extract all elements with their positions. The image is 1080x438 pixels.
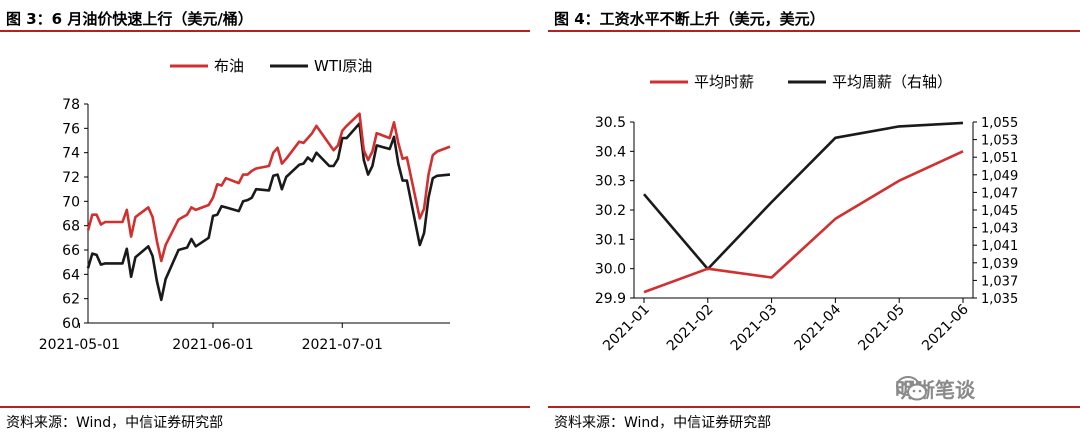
y-tick-label: 60 — [62, 316, 80, 332]
x-tick-label: 2021-04 — [792, 301, 845, 354]
legend-label-hourly: 平均时薪 — [694, 73, 754, 91]
wechat-icon — [896, 376, 927, 401]
series-line-brent — [86, 112, 451, 263]
y-tick-label: 66 — [62, 243, 80, 259]
y-tick-label-right: 1,051 — [981, 151, 1018, 166]
y-tick-label-left: 30.1 — [595, 232, 626, 248]
x-tick-label: 2021-07-01 — [302, 337, 383, 353]
legend-label-brent: 布油 — [214, 57, 244, 75]
right-title-rule — [548, 30, 1080, 32]
y-tick-label-right: 1,039 — [981, 257, 1018, 272]
right-figure-panel: 图 4：工资水平不断上升（美元，美元） 29.9 30.0 30.1 30.2 30.3… — [548, 0, 1080, 438]
y-tick-label-right: 1,035 — [981, 292, 1018, 307]
x-tick-label: 2021-05-01 — [39, 337, 120, 353]
y-tick-label-left: 30.0 — [595, 262, 626, 278]
y-tick-label-right: 1,037 — [981, 274, 1018, 289]
y-tick-label-left: 29.9 — [595, 291, 626, 307]
series-line-wti — [86, 122, 451, 302]
right-figure-title: 图 4：工资水平不断上升（美元，美元） — [554, 10, 825, 28]
y-tick-label: 72 — [62, 170, 80, 186]
left-figure-panel: 图 3：6 月油价快速上行（美元/桶） 60 62 64 66 68 70 72 74 76 78… — [0, 0, 530, 438]
y-tick-label-right: 1,043 — [981, 222, 1018, 237]
y-tick-label-right: 1,055 — [981, 116, 1018, 131]
y-tick-label: 68 — [62, 219, 80, 235]
x-tick-label: 2021-06 — [919, 301, 972, 354]
legend-label-weekly: 平均周薪（右轴） — [832, 73, 952, 91]
y-tick-label: 78 — [62, 97, 80, 113]
wechat-watermark: 明晰笔谈 — [895, 374, 975, 403]
y-tick-label: 62 — [62, 292, 80, 308]
y-tick-label-right: 1,041 — [981, 239, 1018, 254]
legend-label-wti: WTI原油 — [314, 57, 372, 75]
oil-price-chart: 60 62 64 66 68 70 72 74 76 78 2021-05-01 2021-06-01… — [39, 57, 451, 353]
right-source-note: 资料来源：Wind，中信证券研究部 — [554, 415, 772, 431]
y-tick-label: 76 — [62, 121, 80, 137]
wage-chart: 29.9 30.0 30.1 30.2 30.3 30.4 30.5 1,035 1,037 1,… — [595, 73, 1018, 355]
y-tick-label-right: 1,053 — [981, 134, 1018, 149]
y-tick-label-right: 1,049 — [981, 169, 1018, 184]
right-source-rule — [548, 406, 1080, 408]
y-tick-label: 70 — [62, 194, 80, 210]
x-tick-label: 2021-01 — [600, 302, 653, 355]
left-title-rule — [0, 30, 530, 32]
y-tick-label-left: 30.4 — [595, 144, 626, 160]
y-tick-label: 64 — [62, 267, 80, 283]
x-tick-label: 2021-03 — [728, 302, 781, 355]
y-tick-label-right: 1,045 — [981, 204, 1018, 219]
series-line-weekly-wage — [643, 121, 964, 271]
x-tick-label: 2021-06-01 — [172, 337, 253, 353]
left-source-note: 资料来源：Wind，中信证券研究部 — [6, 415, 224, 431]
left-figure-title: 图 3：6 月油价快速上行（美元/桶） — [6, 10, 253, 28]
x-tick-label: 2021-05 — [855, 302, 908, 355]
y-tick-label-right: 1,047 — [981, 186, 1018, 201]
y-tick-label-left: 30.3 — [595, 174, 626, 190]
series-line-hourly-wage — [643, 150, 964, 294]
y-tick-label-left: 30.5 — [595, 115, 626, 131]
x-tick-label: 2021-02 — [664, 302, 717, 355]
y-tick-label-left: 30.2 — [595, 203, 626, 219]
left-source-rule — [0, 406, 530, 408]
y-tick-label: 74 — [62, 146, 80, 162]
